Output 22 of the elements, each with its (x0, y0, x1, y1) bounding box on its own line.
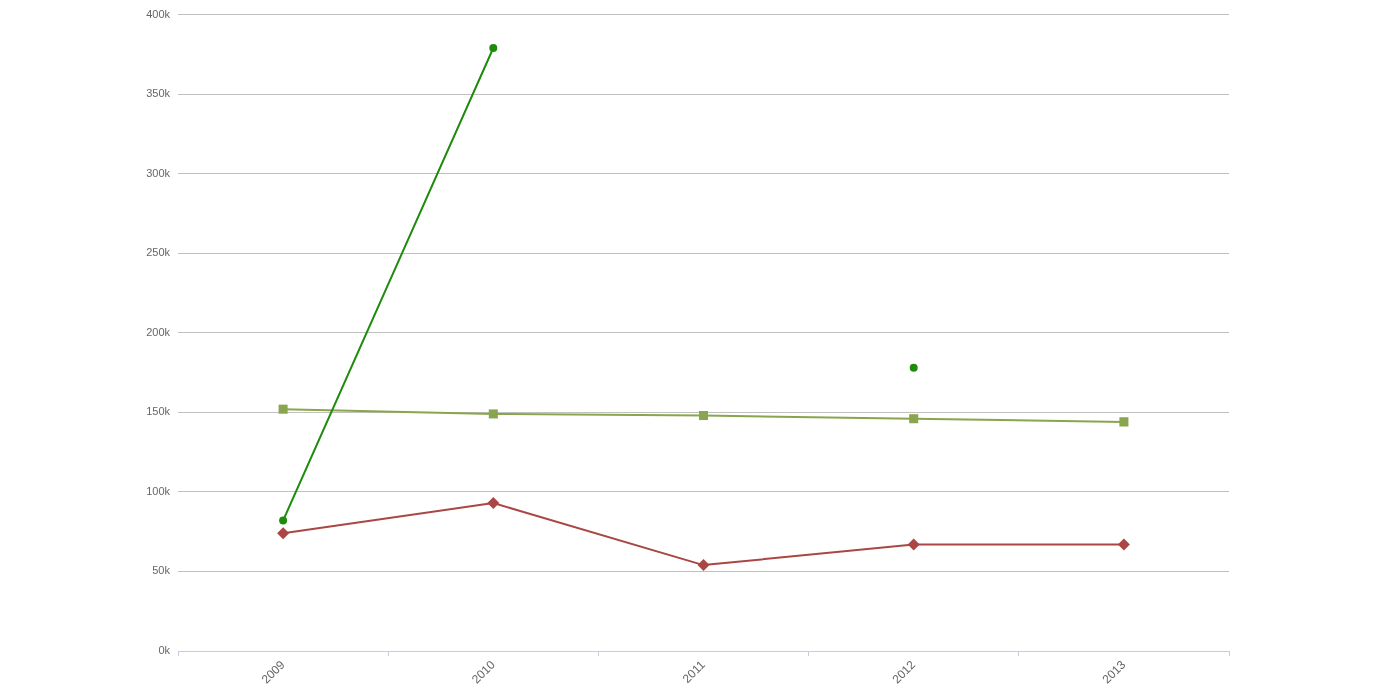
point (1119, 417, 1129, 427)
y-tick-label: 150k (146, 405, 171, 418)
point (279, 516, 288, 525)
y-tick-label: 100k (146, 484, 171, 497)
point (698, 411, 709, 421)
point (909, 414, 919, 424)
y-tick-label: 400k (146, 7, 171, 20)
y-tick-label: 350k (146, 87, 171, 100)
y-tick-label: 50k (152, 564, 171, 577)
y-tick-label: 0k (158, 644, 171, 657)
y-tick-label: 250k (146, 246, 171, 259)
point (1117, 538, 1130, 551)
point (907, 538, 920, 551)
point (277, 527, 290, 540)
point (488, 409, 498, 419)
y-tick-label: 200k (146, 325, 171, 338)
point (697, 559, 710, 572)
point (487, 497, 500, 510)
point (909, 363, 918, 372)
point (278, 404, 288, 414)
y-tick-label: 300k (146, 166, 171, 179)
point (489, 44, 498, 53)
